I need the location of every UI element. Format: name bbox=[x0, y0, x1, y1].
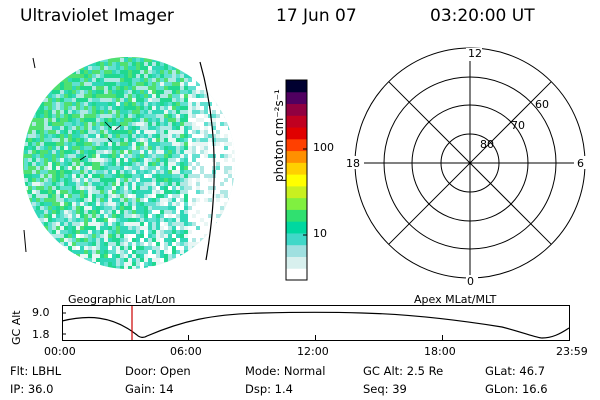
timeline-xtick-2359: 23:59 bbox=[556, 345, 588, 358]
glon-info: GLon: 16.6 bbox=[485, 382, 548, 396]
lat-label-70: 70 bbox=[511, 119, 525, 132]
timeline-xtick-0000: 00:00 bbox=[44, 345, 76, 358]
colorbar-tick-100: 100 bbox=[313, 141, 334, 154]
meridian-diagonal bbox=[388, 81, 552, 245]
colorbar-tick-10: 10 bbox=[313, 227, 327, 240]
uv-intensity-disk bbox=[23, 57, 235, 269]
timeline-ytick-9: 9.0 bbox=[32, 306, 50, 319]
terminator-line bbox=[199, 61, 215, 261]
mlt-label-6: 6 bbox=[577, 157, 584, 170]
coast-mark bbox=[32, 57, 36, 69]
timeline-ytick-1.8: 1.8 bbox=[32, 328, 50, 341]
seq-info: Seq: 39 bbox=[363, 382, 407, 396]
colorbar-unit-label: photon cm⁻²s⁻¹ bbox=[272, 89, 286, 182]
door-info: Door: Open bbox=[125, 364, 191, 378]
glat-info: GLat: 46.7 bbox=[485, 364, 546, 378]
timeline-xtick-1200: 12:00 bbox=[297, 345, 329, 358]
app-title: Ultraviolet Imager bbox=[20, 6, 174, 26]
color-bar bbox=[285, 79, 308, 281]
time-label: 03:20:00 UT bbox=[430, 6, 535, 26]
polar-grid-plot bbox=[346, 47, 586, 289]
geographic-image bbox=[23, 57, 235, 269]
mlt-label-18: 18 bbox=[346, 157, 360, 170]
mode-info: Mode: Normal bbox=[245, 364, 326, 378]
filter-info: Flt: LBHL bbox=[10, 364, 62, 378]
mlt-label-0: 0 bbox=[467, 275, 474, 288]
coast-mark bbox=[23, 229, 27, 253]
color-bar-gradient bbox=[286, 80, 307, 281]
gc-alt-info: GC Alt: 2.5 Re bbox=[363, 364, 444, 378]
altitude-timeline bbox=[62, 305, 570, 341]
lat-label-60: 60 bbox=[535, 98, 549, 111]
mlt-label-12: 12 bbox=[468, 47, 482, 60]
gc-altitude-curve bbox=[62, 311, 570, 339]
timeline-xtick-1800: 18:00 bbox=[424, 345, 456, 358]
coastline-fragments bbox=[79, 121, 122, 161]
timeline-xtick-0600: 06:00 bbox=[170, 345, 202, 358]
lat-label-80: 80 bbox=[480, 138, 494, 151]
ip-info: IP: 36.0 bbox=[10, 382, 54, 396]
apex-label: Apex MLat/MLT bbox=[414, 293, 497, 306]
gain-info: Gain: 14 bbox=[125, 382, 174, 396]
date-label: 17 Jun 07 bbox=[276, 6, 357, 26]
geographic-label: Geographic Lat/Lon bbox=[68, 293, 176, 306]
timeline-ylabel: GC Alt bbox=[10, 310, 23, 345]
dsp-info: Dsp: 1.4 bbox=[245, 382, 293, 396]
